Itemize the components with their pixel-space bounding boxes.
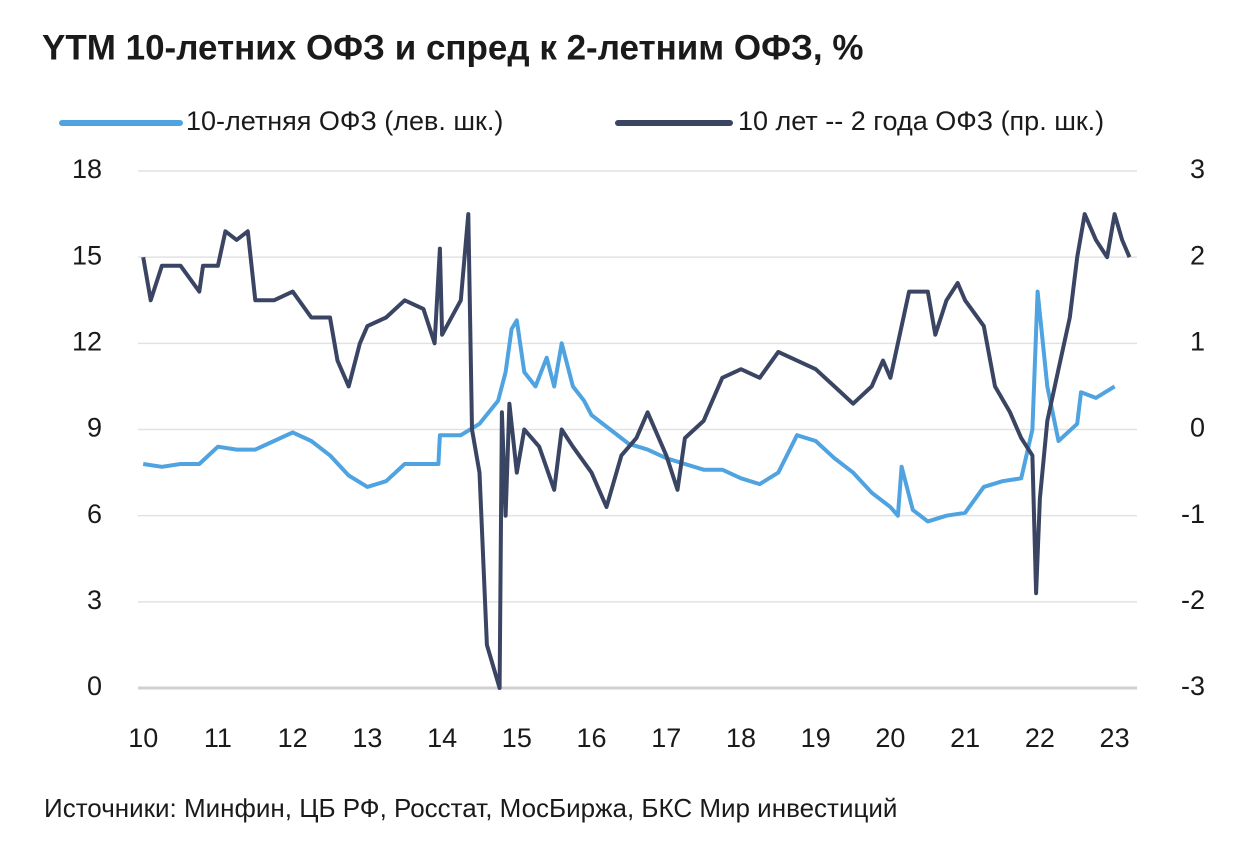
y2-tick-label: -3 bbox=[1181, 671, 1205, 701]
y-tick-label: 15 bbox=[72, 240, 102, 270]
source: Источники: Минфин, ЦБ РФ, Росстат, МосБи… bbox=[44, 793, 897, 823]
x-tick-label: 21 bbox=[950, 723, 980, 753]
x-tick-label: 22 bbox=[1025, 723, 1055, 753]
y-tick-label: 18 bbox=[72, 154, 102, 184]
x-tick-label: 14 bbox=[427, 723, 457, 753]
x-tick-label: 17 bbox=[651, 723, 681, 753]
y2-tick-label: 3 bbox=[1190, 154, 1205, 184]
x-tick-label: 13 bbox=[352, 723, 382, 753]
x-tick-label: 23 bbox=[1100, 723, 1130, 753]
x-tick-label: 11 bbox=[204, 723, 232, 753]
y2-tick-label: 0 bbox=[1190, 413, 1205, 443]
y-tick-label: 0 bbox=[87, 671, 102, 701]
y2-tick-label: 1 bbox=[1190, 326, 1205, 356]
y-tick-label: 9 bbox=[87, 413, 102, 443]
y2-tick-label: -2 bbox=[1181, 585, 1205, 615]
x-tick-label: 10 bbox=[128, 723, 158, 753]
y-tick-label: 12 bbox=[72, 326, 102, 356]
y-tick-label: 6 bbox=[87, 499, 102, 529]
x-tick-label: 18 bbox=[726, 723, 756, 753]
x-tick-label: 19 bbox=[801, 723, 831, 753]
legend-label: 10 лет -- 2 года ОФЗ (пр. шк.) bbox=[738, 106, 1104, 136]
series-line bbox=[142, 289, 1116, 524]
y2-tick-label: -1 bbox=[1181, 499, 1205, 529]
x-tick-label: 12 bbox=[278, 723, 308, 753]
y2-tick-label: 2 bbox=[1190, 240, 1205, 270]
x-tick-label: 16 bbox=[577, 723, 607, 753]
chart-title: YTM 10-летних ОФЗ и спред к 2-летним ОФЗ… bbox=[42, 28, 863, 67]
legend-label: 10-летняя ОФЗ (лев. шк.) bbox=[186, 106, 503, 136]
series-line bbox=[141, 212, 1132, 690]
y-tick-label: 3 bbox=[87, 585, 102, 615]
x-tick-label: 15 bbox=[502, 723, 532, 753]
x-tick-label: 20 bbox=[875, 723, 905, 753]
